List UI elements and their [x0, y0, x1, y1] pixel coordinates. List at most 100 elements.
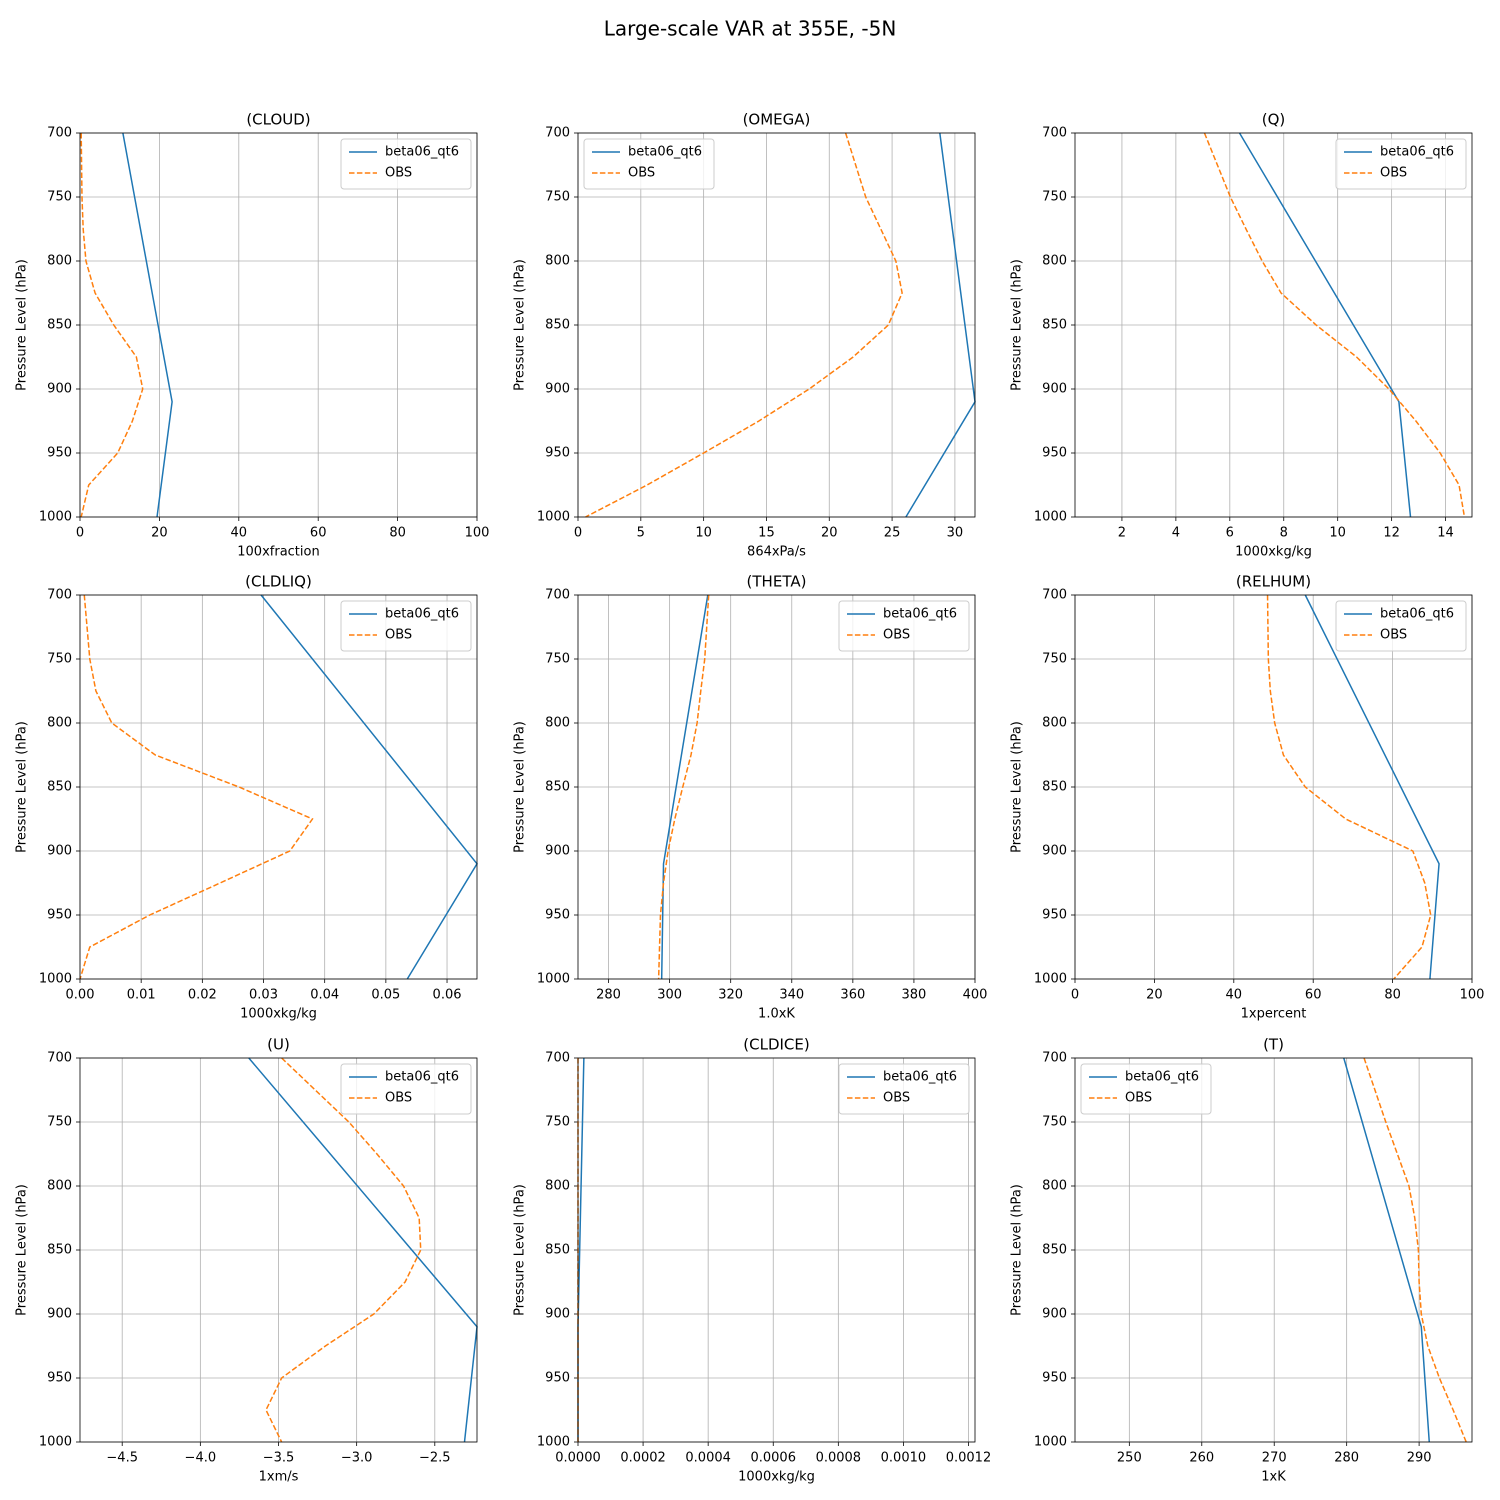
x-tick-label: 100 [465, 526, 490, 541]
axes-frame [577, 132, 976, 518]
x-tick-label: 0 [574, 526, 582, 541]
x-axis-label: 1000xkg/kg [738, 1470, 815, 1485]
x-tick-label: 0 [76, 526, 84, 541]
y-tick-label: 700 [545, 126, 570, 141]
x-tick-label: −2.5 [419, 1451, 451, 1466]
y-tick-label: 850 [545, 1243, 570, 1258]
x-tick-label: 360 [840, 988, 865, 1003]
axes-frame [79, 594, 478, 980]
y-tick-label: 700 [545, 1051, 570, 1066]
x-tick-label: 0.0002 [620, 1451, 666, 1466]
x-axis-label: 1xK [1261, 1470, 1286, 1485]
y-tick-label: 800 [1042, 716, 1067, 731]
y-tick-label: 950 [545, 446, 570, 461]
data-line [79, 594, 314, 980]
y-tick-label: 950 [545, 908, 570, 923]
axes-frame [1074, 594, 1473, 980]
legend-label: OBS [1125, 1091, 1152, 1106]
x-tick-label: −3.5 [263, 1451, 295, 1466]
data-line [122, 132, 173, 518]
legend: beta06_qt6 OBS [340, 1063, 472, 1115]
subplot: 250 260 270 280 290 700 750 800 850 900 950 1000 (T)… [1010, 1036, 1473, 1485]
x-tick-label: 0.0006 [750, 1451, 796, 1466]
x-tick-label: 0.0008 [816, 1451, 862, 1466]
y-tick-label: 750 [47, 1115, 72, 1130]
y-tick-label: 850 [47, 780, 72, 795]
y-tick-label: 800 [47, 1179, 72, 1194]
x-tick-label: 40 [231, 526, 248, 541]
y-axis-label: Pressure Level (hPa) [1010, 1184, 1025, 1316]
x-tick-label: 25 [884, 526, 901, 541]
x-tick-label: 400 [963, 988, 988, 1003]
y-tick-label: 850 [47, 318, 72, 333]
data-line [585, 132, 903, 518]
y-tick-label: 1000 [1034, 510, 1067, 525]
subplot-title: (Q) [1262, 111, 1286, 129]
x-tick-label: 12 [1383, 526, 1400, 541]
y-tick-label: 850 [1042, 318, 1067, 333]
x-tick-label: 280 [1334, 1451, 1359, 1466]
x-tick-label: −4.0 [185, 1451, 217, 1466]
y-tick-label: 900 [47, 382, 72, 397]
x-tick-label: 80 [389, 526, 406, 541]
x-tick-label: 4 [1172, 526, 1180, 541]
y-axis-label: Pressure Level (hPa) [513, 1184, 528, 1316]
axes-frame [1074, 132, 1473, 518]
y-tick-label: 750 [1042, 1115, 1067, 1130]
x-axis-label: 1000xkg/kg [240, 1007, 317, 1022]
y-axis-label: Pressure Level (hPa) [15, 259, 30, 391]
y-tick-label: 750 [47, 652, 72, 667]
x-tick-label: 40 [1226, 988, 1243, 1003]
axes-frame [79, 132, 478, 518]
y-tick-label: 750 [1042, 652, 1067, 667]
y-tick-label: 1000 [537, 972, 570, 987]
x-tick-label: 0.04 [310, 988, 339, 1003]
legend-label: beta06_qt6 [1125, 1070, 1199, 1085]
y-tick-label: 950 [47, 446, 72, 461]
x-tick-label: 0.00 [66, 988, 95, 1003]
legend-label: beta06_qt6 [1380, 607, 1454, 622]
x-tick-label: 100 [1460, 988, 1485, 1003]
y-axis-label: Pressure Level (hPa) [1010, 721, 1025, 853]
data-line [265, 1057, 422, 1443]
y-axis-label: Pressure Level (hPa) [1010, 259, 1025, 391]
x-tick-label: 0.01 [127, 988, 156, 1003]
legend-label: OBS [385, 628, 412, 643]
y-tick-label: 900 [47, 1307, 72, 1322]
legend-label: OBS [1380, 166, 1407, 181]
x-tick-label: 270 [1262, 1451, 1287, 1466]
x-tick-label: −4.5 [106, 1451, 138, 1466]
y-tick-label: 900 [545, 382, 570, 397]
data-line [1238, 132, 1412, 518]
subplot: 280 300 320 340 360 380 400 700 750 800 850 900 950 1… [513, 573, 988, 1022]
x-tick-label: 0.03 [249, 988, 278, 1003]
y-tick-label: 800 [1042, 1179, 1067, 1194]
axes-frame [79, 1057, 478, 1443]
x-tick-label: 0.0012 [946, 1451, 992, 1466]
y-tick-label: 700 [1042, 1051, 1067, 1066]
data-line [657, 594, 710, 980]
data-line [660, 594, 709, 980]
x-tick-label: 20 [821, 526, 838, 541]
legend-label: beta06_qt6 [628, 145, 702, 160]
subplot-title: (RELHUM) [1236, 573, 1311, 591]
y-tick-label: 1000 [39, 510, 72, 525]
legend: beta06_qt6 OBS [1080, 1063, 1212, 1115]
figure-title: Large-scale VAR at 355E, -5N [604, 17, 897, 41]
y-tick-label: 700 [47, 126, 72, 141]
x-tick-label: 0.0004 [685, 1451, 731, 1466]
y-tick-label: 750 [545, 1115, 570, 1130]
subplot: 2 4 6 8 10 12 14 700 750 800 850 900 950 1000 (Q) 1000x… [1010, 111, 1473, 560]
x-tick-label: 260 [1189, 1451, 1214, 1466]
subplot: 0 5 10 15 20 25 30 700 750 800 850 900 950 1000 (OMEGA… [513, 111, 976, 560]
y-tick-label: 900 [545, 1307, 570, 1322]
x-tick-label: 15 [758, 526, 775, 541]
y-tick-label: 750 [545, 652, 570, 667]
y-tick-label: 800 [1042, 254, 1067, 269]
y-tick-label: 800 [47, 716, 72, 731]
y-tick-label: 750 [47, 190, 72, 205]
y-tick-label: 850 [1042, 780, 1067, 795]
y-tick-label: 700 [545, 588, 570, 603]
x-tick-label: 8 [1280, 526, 1288, 541]
y-tick-label: 850 [545, 780, 570, 795]
